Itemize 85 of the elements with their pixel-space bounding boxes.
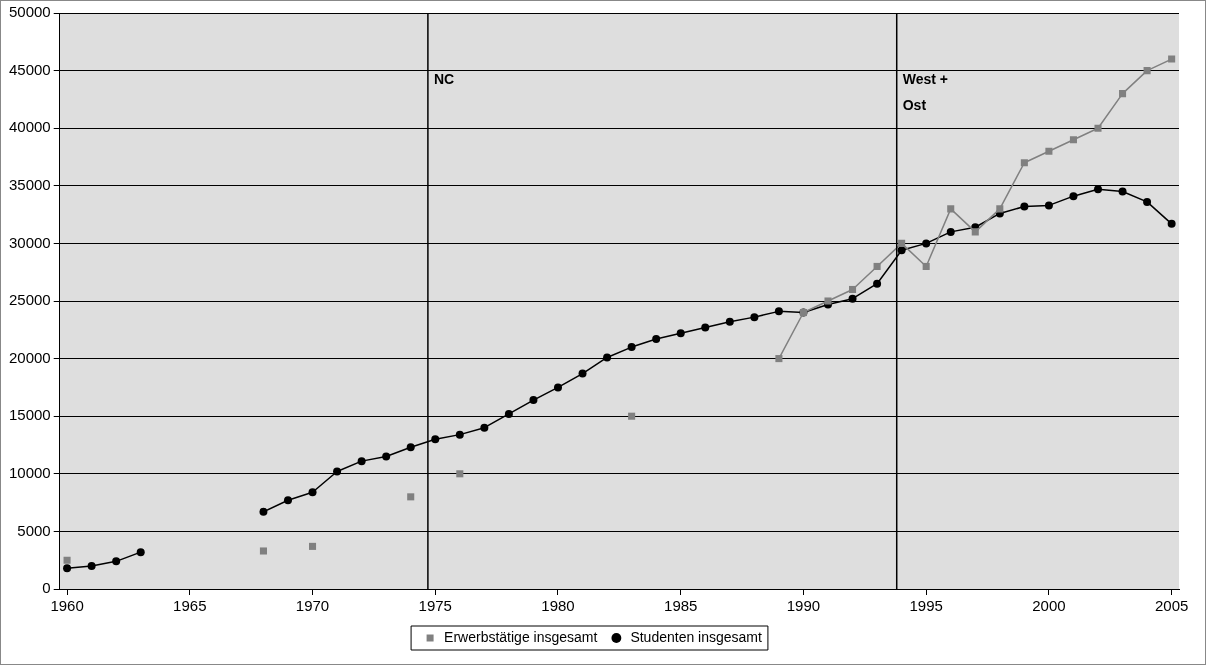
point bbox=[701, 323, 710, 332]
y-tick-label: 30000 bbox=[8, 233, 51, 251]
x-tick-label: 1960 bbox=[50, 597, 84, 615]
point bbox=[750, 313, 759, 322]
x-tick-label: 1970 bbox=[295, 597, 330, 615]
point bbox=[725, 317, 734, 326]
point bbox=[898, 239, 906, 247]
point bbox=[1020, 159, 1028, 167]
x-tick-label: 1965 bbox=[173, 597, 207, 615]
point bbox=[112, 557, 121, 566]
point bbox=[1167, 219, 1176, 228]
x-tick-label: 2005 bbox=[1154, 597, 1189, 615]
point bbox=[456, 470, 464, 478]
point bbox=[849, 285, 857, 294]
legend-label: Studenten insgesamt bbox=[630, 628, 763, 645]
point bbox=[136, 548, 145, 557]
legend-label: Erwerbstätige insgesamt bbox=[444, 628, 598, 645]
point bbox=[63, 564, 72, 573]
point bbox=[1044, 201, 1053, 210]
point bbox=[1143, 67, 1151, 75]
x-tick-label: 1975 bbox=[418, 597, 452, 615]
point bbox=[455, 430, 464, 439]
point bbox=[1143, 197, 1152, 206]
y-tick-label: 40000 bbox=[8, 118, 51, 136]
point bbox=[431, 435, 440, 444]
point bbox=[1069, 136, 1077, 144]
point bbox=[578, 369, 587, 378]
point bbox=[848, 294, 857, 303]
y-tick-label: 0 bbox=[42, 579, 51, 597]
point bbox=[504, 409, 513, 418]
point bbox=[1119, 90, 1127, 98]
y-tick-label: 50000 bbox=[8, 3, 51, 21]
point bbox=[873, 262, 881, 270]
point bbox=[259, 507, 268, 516]
point bbox=[259, 547, 267, 555]
y-tick-label: 45000 bbox=[8, 60, 51, 78]
y-tick-label: 20000 bbox=[8, 348, 51, 366]
y-tick-label: 35000 bbox=[8, 175, 51, 193]
x-tick-label: 1990 bbox=[786, 597, 821, 615]
x-tick-label: 2000 bbox=[1032, 597, 1066, 615]
x-tick-label: 1985 bbox=[664, 597, 698, 615]
point bbox=[87, 561, 96, 570]
point bbox=[652, 335, 661, 344]
y-tick-label: 5000 bbox=[17, 521, 51, 539]
x-tick-label: 1980 bbox=[541, 597, 575, 615]
point bbox=[971, 228, 979, 236]
point bbox=[1045, 147, 1053, 155]
point bbox=[1094, 185, 1102, 194]
point bbox=[775, 355, 783, 363]
point bbox=[603, 353, 612, 362]
ref-line-label: NC bbox=[433, 70, 455, 87]
point bbox=[333, 467, 342, 476]
point bbox=[897, 246, 906, 255]
point bbox=[407, 493, 415, 501]
y-tick-label: 15000 bbox=[8, 406, 51, 424]
point bbox=[627, 343, 636, 352]
ref-line-label: West + Ost bbox=[902, 70, 948, 113]
point bbox=[1020, 202, 1029, 211]
point bbox=[947, 205, 955, 213]
point bbox=[946, 227, 955, 236]
x-tick-label: 1995 bbox=[909, 597, 943, 615]
point bbox=[922, 262, 930, 270]
point bbox=[480, 423, 489, 432]
point bbox=[628, 412, 636, 420]
point bbox=[529, 396, 538, 405]
point bbox=[1118, 187, 1127, 196]
y-tick-label: 10000 bbox=[8, 463, 51, 481]
point bbox=[309, 542, 317, 550]
point bbox=[824, 297, 832, 305]
point bbox=[357, 457, 366, 466]
point bbox=[873, 279, 882, 288]
y-tick-label: 25000 bbox=[8, 291, 51, 309]
point bbox=[1094, 124, 1102, 132]
point bbox=[406, 443, 415, 452]
point bbox=[382, 452, 391, 461]
point bbox=[996, 205, 1004, 213]
point bbox=[774, 307, 783, 316]
point bbox=[922, 239, 931, 248]
point bbox=[283, 496, 292, 505]
point bbox=[63, 556, 71, 564]
point bbox=[553, 383, 562, 392]
point bbox=[676, 329, 685, 338]
point bbox=[308, 488, 317, 497]
point bbox=[1168, 55, 1176, 63]
point bbox=[1069, 192, 1078, 201]
